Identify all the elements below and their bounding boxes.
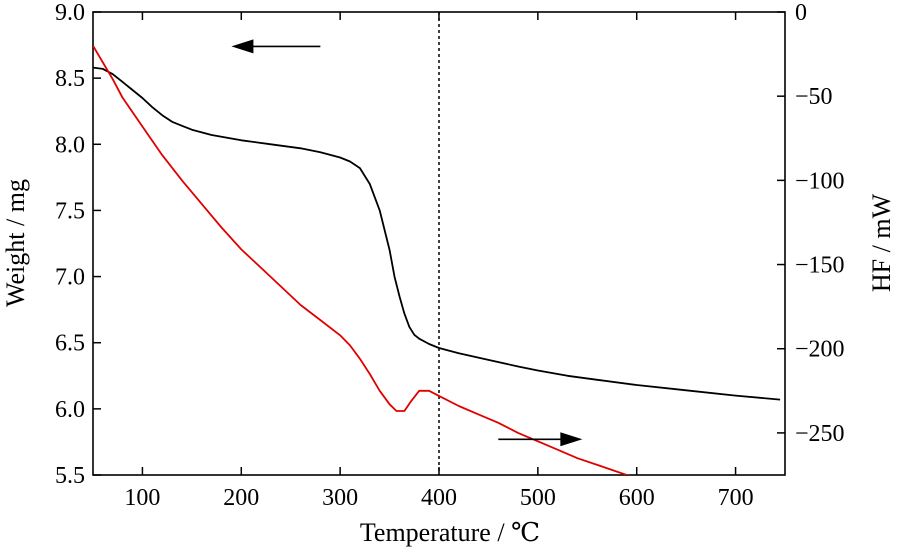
x-axis-title: Temperature / ℃ [360, 518, 540, 547]
y-left-tick-label: 8.0 [55, 132, 85, 158]
x-tick-label: 600 [619, 485, 655, 511]
y-right-tick-label: 0 [795, 0, 807, 26]
x-tick-label: 500 [520, 485, 556, 511]
y-left-tick-label: 5.5 [55, 463, 85, 489]
tick-labels-group: 100 200 300 400 500 600 700 5.5 6.0 6.5 7.0 7.5 8.0 8… [55, 0, 845, 511]
series-group [93, 45, 781, 475]
y-right-tick-label: −200 [795, 337, 845, 363]
arrows-group [231, 39, 583, 447]
y-right-tick-label: −100 [795, 168, 845, 194]
y-left-tick-label: 9.0 [55, 0, 85, 26]
y-right-tick-label: −250 [795, 421, 845, 447]
x-tick-label: 400 [421, 485, 457, 511]
x-tick-label: 100 [124, 485, 160, 511]
x-tick-label: 200 [223, 485, 259, 511]
y-left-tick-label: 8.5 [55, 66, 85, 92]
ticks-group [93, 11, 785, 476]
y-left-tick-label: 6.5 [55, 331, 85, 357]
arrow-head-right [560, 432, 583, 447]
y-left-tick-label: 6.0 [55, 397, 85, 423]
weight-series-line [93, 66, 781, 401]
y-left-tick-label: 7.0 [55, 265, 85, 291]
heat-flow-series-line [93, 45, 630, 475]
plot-frame [92, 11, 786, 476]
y-axis-title-left: Weight / mg [1, 179, 30, 307]
y-axis-title-right: HF / mW [867, 193, 896, 292]
x-tick-label: 700 [718, 485, 754, 511]
y-right-tick-label: −50 [795, 84, 833, 110]
y-right-tick-label: −150 [795, 253, 845, 279]
arrow-head-left [231, 39, 254, 54]
x-tick-label: 300 [322, 485, 358, 511]
y-left-tick-label: 7.5 [55, 198, 85, 224]
